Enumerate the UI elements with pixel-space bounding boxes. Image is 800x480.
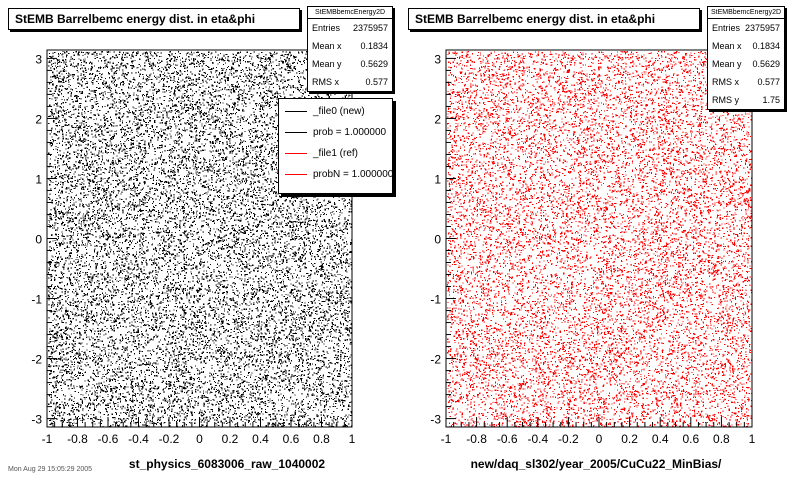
stats-row: RMS y 1.75 <box>708 91 784 109</box>
left-x-axis-label: st_physics_6083006_raw_1040002 <box>129 457 325 471</box>
legend-entry: _file0 (new) <box>279 101 392 122</box>
right-scatter-points <box>447 51 753 428</box>
legend-label: _file1 (ref) <box>313 148 359 159</box>
scatter-density <box>447 51 753 428</box>
stats-value: 0.1834 <box>360 41 388 51</box>
legend-label: prob = 1.000000 <box>313 127 387 138</box>
x-tick-label: 0.6 <box>283 432 300 446</box>
y-tick-label: -2 <box>31 353 42 367</box>
y-tick-label: -3 <box>31 413 42 427</box>
y-tick-label: 0 <box>35 233 42 247</box>
x-tick-label: 0.4 <box>652 432 669 446</box>
stats-row: Mean y 0.5629 <box>308 55 392 73</box>
legend-entry: _file1 (ref) <box>279 143 392 164</box>
y-tick-label: 2 <box>434 112 441 126</box>
legend-swatch <box>285 153 307 154</box>
x-tick-label: -0.2 <box>558 432 579 446</box>
stats-value: 1.75 <box>762 95 780 105</box>
x-tick-label: 0.2 <box>222 432 239 446</box>
x-tick-label: -0.8 <box>67 432 88 446</box>
stats-label: RMS x <box>712 77 739 87</box>
x-tick-label: 0.8 <box>313 432 330 446</box>
y-tick-label: 0 <box>434 233 441 247</box>
stats-label: RMS y <box>712 95 739 105</box>
legend-swatch <box>285 111 307 112</box>
x-tick-label: 1 <box>749 432 756 446</box>
x-tick-label: 0.2 <box>621 432 638 446</box>
left-stats-box: StEMBbemcEnergy2D Entries 2375957 Mean x 0.… <box>307 6 393 92</box>
timestamp-footer: Mon Aug 29 15:05:29 2005 <box>8 466 93 473</box>
stats-value: 0.5629 <box>360 59 388 69</box>
y-tick-label: 2 <box>35 112 42 126</box>
y-tick-label: -3 <box>430 413 441 427</box>
x-tick-label: -1 <box>441 432 452 446</box>
right-panel: -1 -0.8 -0.6 -0.4 -0.2 0 0.2 0.4 0.6 0.8 1 -3 -2 -1 0 1… <box>430 49 756 471</box>
stats-label: Mean x <box>312 41 342 51</box>
right-axis-ticks: -1 -0.8 -0.6 -0.4 -0.2 0 0.2 0.4 0.6 0.8 1 -3 -2 -1 0 1… <box>430 52 755 446</box>
right-chart-title: StEMB Barrelbemc energy dist. in eta&phi <box>408 8 700 30</box>
x-tick-label: -0.6 <box>98 432 119 446</box>
y-tick-label: 3 <box>434 52 441 66</box>
y-tick-label: -2 <box>430 353 441 367</box>
stats-label: RMS x <box>312 77 339 87</box>
stats-label: Entries <box>312 23 341 33</box>
stats-value: 0.5629 <box>752 59 780 69</box>
legend-entry: probN = 1.000000 <box>279 164 392 185</box>
stats-row: Mean y 0.5629 <box>708 55 784 73</box>
stats-row: Entries 2375957 <box>708 19 784 37</box>
x-tick-label: 0.4 <box>252 432 269 446</box>
stats-header: StEMBbemcEnergy2D <box>308 7 392 19</box>
stats-value: 0.577 <box>757 77 780 87</box>
stats-label: Mean y <box>312 59 342 69</box>
stats-value: 0.577 <box>365 77 388 87</box>
stats-value: 2375957 <box>744 23 780 33</box>
y-tick-label: 1 <box>35 172 42 186</box>
stats-header: StEMBbemcEnergy2D <box>708 7 784 19</box>
x-tick-label: 0 <box>596 432 603 446</box>
legend: _file0 (new) prob = 1.000000 _file1 (ref) p… <box>278 98 393 194</box>
legend-label: probN = 1.000000 <box>313 169 393 180</box>
left-chart-title: StEMB Barrelbemc energy dist. in eta&phi <box>8 8 300 30</box>
left-scatter-points <box>48 51 353 428</box>
x-tick-label: 0.8 <box>713 432 730 446</box>
x-tick-label: -0.2 <box>159 432 180 446</box>
stats-value: 2375957 <box>352 23 388 33</box>
x-tick-label: -1 <box>42 432 53 446</box>
x-tick-label: 1 <box>349 432 356 446</box>
stats-label: Entries <box>712 23 741 33</box>
y-tick-label: 3 <box>35 52 42 66</box>
y-tick-label: -1 <box>430 293 441 307</box>
right-stats-box: StEMBbemcEnergy2D Entries 2375957 Mean x 0.… <box>707 6 785 110</box>
stats-label: Mean x <box>712 41 742 51</box>
stats-row: RMS x 0.577 <box>308 73 392 91</box>
legend-swatch <box>285 174 307 175</box>
x-tick-label: 0.6 <box>682 432 699 446</box>
left-panel: -1 -0.8 -0.6 -0.4 -0.2 0 0.2 0.4 0.6 0.8 1 -3 -2 -1 0 1… <box>31 49 356 471</box>
y-tick-label: -1 <box>31 293 42 307</box>
x-tick-label: -0.8 <box>466 432 487 446</box>
legend-swatch <box>285 132 307 133</box>
legend-entry: prob = 1.000000 <box>279 122 392 143</box>
x-tick-label: -0.4 <box>128 432 149 446</box>
left-axis-ticks: -1 -0.8 -0.6 -0.4 -0.2 0 0.2 0.4 0.6 0.8 1 -3 -2 -1 0 1… <box>31 52 355 446</box>
stats-row: Entries 2375957 <box>308 19 392 37</box>
stats-row: Mean x 0.1834 <box>308 37 392 55</box>
stats-label: Mean y <box>712 59 742 69</box>
stats-row: Mean x 0.1834 <box>708 37 784 55</box>
x-tick-label: 0 <box>196 432 203 446</box>
right-x-axis-label: new/daq_sl302/year_2005/CuCu22_MinBias/ <box>471 457 722 471</box>
x-tick-label: -0.6 <box>497 432 518 446</box>
x-tick-label: -0.4 <box>527 432 548 446</box>
scatter-density <box>48 51 353 428</box>
legend-label: _file0 (new) <box>313 106 365 117</box>
y-tick-label: 1 <box>434 172 441 186</box>
stats-value: 0.1834 <box>752 41 780 51</box>
stats-row: RMS x 0.577 <box>708 73 784 91</box>
